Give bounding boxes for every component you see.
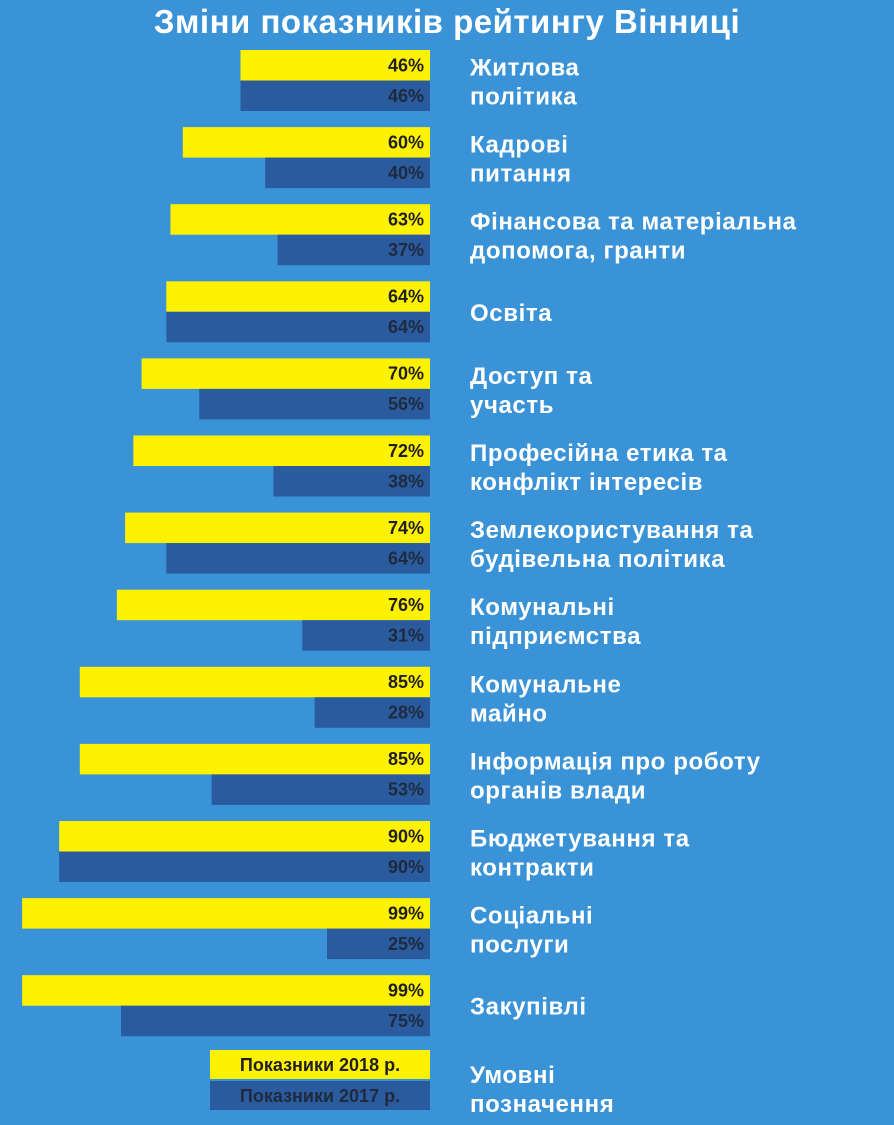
bar-2017 [211,774,430,805]
category-label: питання [470,161,572,188]
category-label: майно [470,700,548,727]
bar-2018 [170,204,430,235]
category-label: Інформація про роботу [470,748,761,775]
data-label-2018: 64% [388,287,424,307]
category-label: участь [470,392,554,419]
category-label: Освіта [470,300,552,327]
data-label-2017: 53% [388,780,424,800]
category-label: Кадрові [470,132,568,159]
bar-2018 [166,281,430,312]
bar-2017 [302,620,430,651]
bar-2018 [22,898,431,929]
legend-title: позначення [470,1091,614,1118]
data-label-2018: 99% [388,980,424,1000]
bar-2018 [59,821,430,852]
bar-2018 [182,127,430,158]
data-label-2017: 56% [388,394,424,414]
data-label-2017: 25% [388,934,424,954]
data-label-2018: 63% [388,209,424,229]
bar-2017 [166,311,430,343]
data-label-2018: 60% [388,132,424,152]
category-label: будівельна політика [470,546,725,573]
category-label: Фінансова та матеріальна [470,209,797,236]
category-label: Доступ та [470,363,592,390]
category-label: Землекористування та [470,517,754,544]
bar-2018 [141,358,430,389]
bar-2017 [121,1005,430,1037]
data-label-2017: 64% [388,548,424,568]
bar-2017 [327,928,430,960]
data-label-2017: 64% [388,317,424,337]
bar-2018 [125,512,431,544]
data-label-2017: 90% [388,857,424,877]
legend-label-2018: Показники 2018 р. [240,1055,400,1075]
bar-2017 [273,466,430,497]
data-label-2018: 99% [388,903,424,923]
data-label-2017: 75% [388,1011,424,1031]
category-label: послуги [470,932,569,959]
category-label: Житлова [469,55,580,82]
data-label-2018: 70% [388,364,424,384]
category-label: конфлікт інтересів [470,469,703,496]
category-label: Комунальне [470,671,621,698]
bar-2017 [265,157,430,189]
bar-2017 [199,388,430,420]
data-label-2017: 38% [388,471,424,491]
bar-2018 [116,589,430,621]
category-label: контракти [470,855,595,882]
data-label-2018: 46% [388,55,424,75]
data-label-2017: 37% [388,240,424,260]
legend-swatch-2018 [210,1050,430,1079]
data-label-2018: 72% [388,441,424,461]
category-label: Бюджетування та [470,826,690,853]
legend-label-2017: Показники 2017 р. [240,1086,400,1106]
data-label-2018: 74% [388,518,424,538]
data-label-2018: 85% [388,749,424,769]
category-label: Комунальні [470,594,615,621]
category-label: підприємства [470,623,641,650]
legend-title: Умовні [470,1062,555,1089]
category-label: Професійна етика та [470,440,728,467]
data-label-2017: 40% [388,163,424,183]
data-label-2018: 76% [388,595,424,615]
category-label: органів влади [470,777,646,804]
data-label-2017: 31% [388,625,424,645]
category-label: Соціальні [470,903,593,930]
bar-2018 [22,975,431,1006]
data-label-2017: 46% [388,86,424,106]
chart-title: Зміни показників рейтингу Вінниці [153,3,741,40]
bar-2018 [133,435,431,466]
bar-2018 [240,50,430,81]
data-label-2017: 28% [388,703,424,723]
bar-2017 [314,697,430,728]
bar-2017 [240,80,430,111]
data-label-2018: 85% [388,672,424,692]
bar-2018 [79,743,431,775]
category-label: допомога, гранти [470,238,686,265]
bar-2017 [59,851,430,882]
bar-2018 [79,666,431,698]
bar-2017 [277,234,430,266]
category-label: Закупівлі [470,994,587,1021]
bar-2017 [166,543,430,574]
category-label: політика [470,84,577,111]
legend-swatch-2017 [210,1081,430,1110]
data-label-2018: 90% [388,826,424,846]
